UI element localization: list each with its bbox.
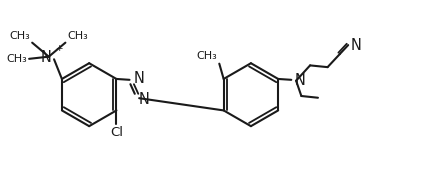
Text: N: N bbox=[294, 73, 305, 88]
Text: N: N bbox=[351, 38, 362, 53]
Text: +: + bbox=[55, 44, 62, 53]
Text: N: N bbox=[134, 71, 145, 86]
Text: CH₃: CH₃ bbox=[7, 54, 28, 64]
Text: CH₃: CH₃ bbox=[67, 31, 88, 41]
Text: N: N bbox=[41, 51, 52, 65]
Text: CH₃: CH₃ bbox=[10, 31, 30, 41]
Text: N: N bbox=[138, 92, 149, 107]
Text: CH₃: CH₃ bbox=[197, 51, 218, 61]
Text: Cl: Cl bbox=[110, 126, 123, 139]
